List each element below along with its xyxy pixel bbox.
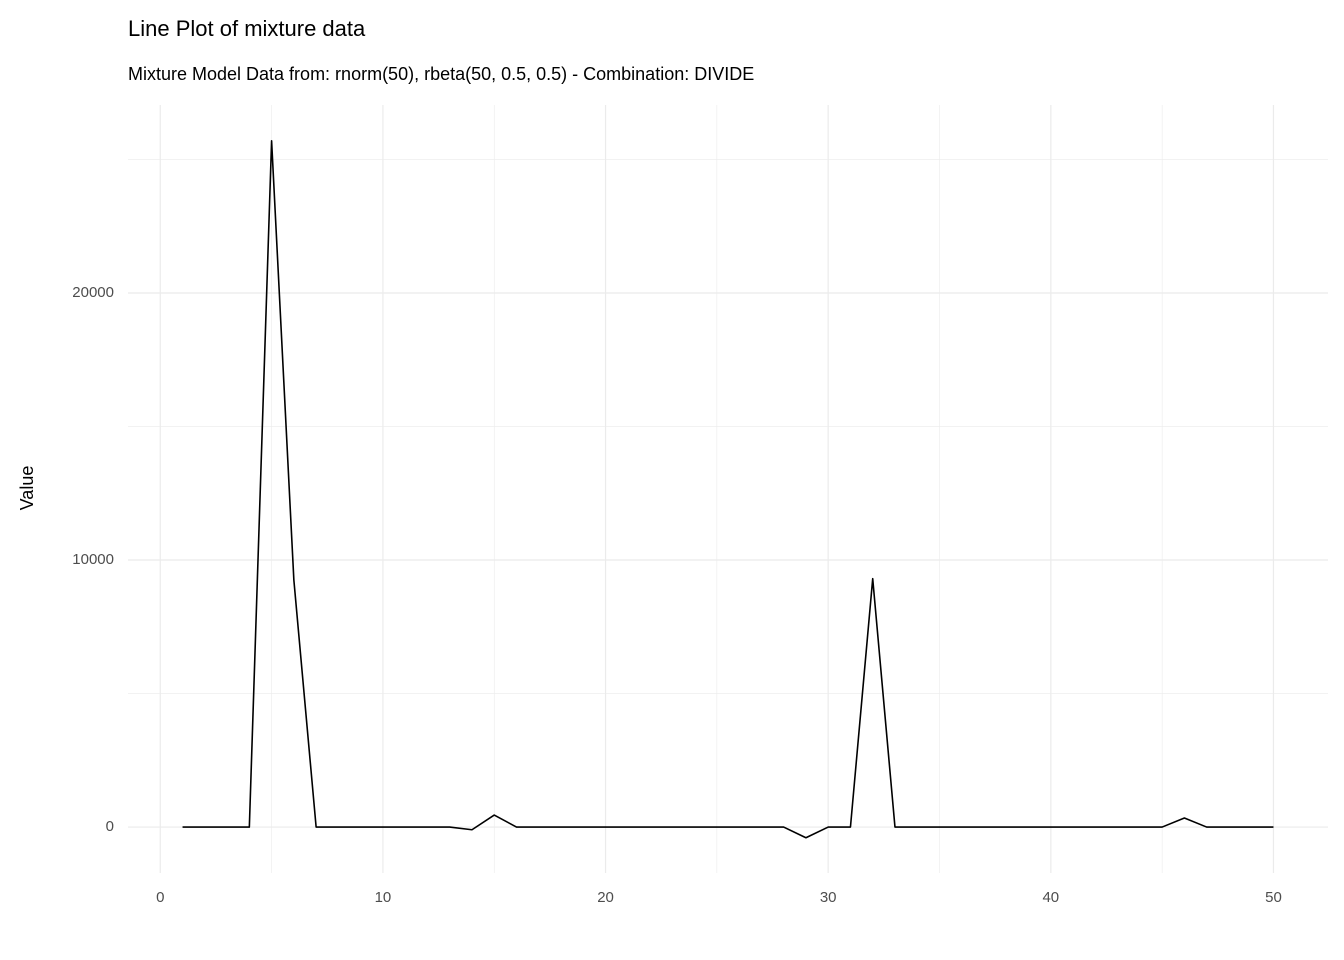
x-tick-label: 30 bbox=[820, 889, 837, 906]
x-tick-label: 10 bbox=[375, 889, 392, 906]
x-tick-label: 50 bbox=[1265, 889, 1282, 906]
x-tick-label: 0 bbox=[156, 889, 164, 906]
chart-subtitle: Mixture Model Data from: rnorm(50), rbet… bbox=[128, 64, 754, 84]
y-tick-label: 0 bbox=[106, 818, 114, 835]
data-line bbox=[182, 139, 1274, 839]
y-axis-label: Value bbox=[17, 466, 37, 511]
x-tick-label: 20 bbox=[597, 889, 614, 906]
chart-title: Line Plot of mixture data bbox=[128, 16, 366, 41]
x-tick-label: 40 bbox=[1042, 889, 1059, 906]
y-tick-label: 20000 bbox=[72, 284, 114, 301]
y-tick-label: 10000 bbox=[72, 551, 114, 568]
